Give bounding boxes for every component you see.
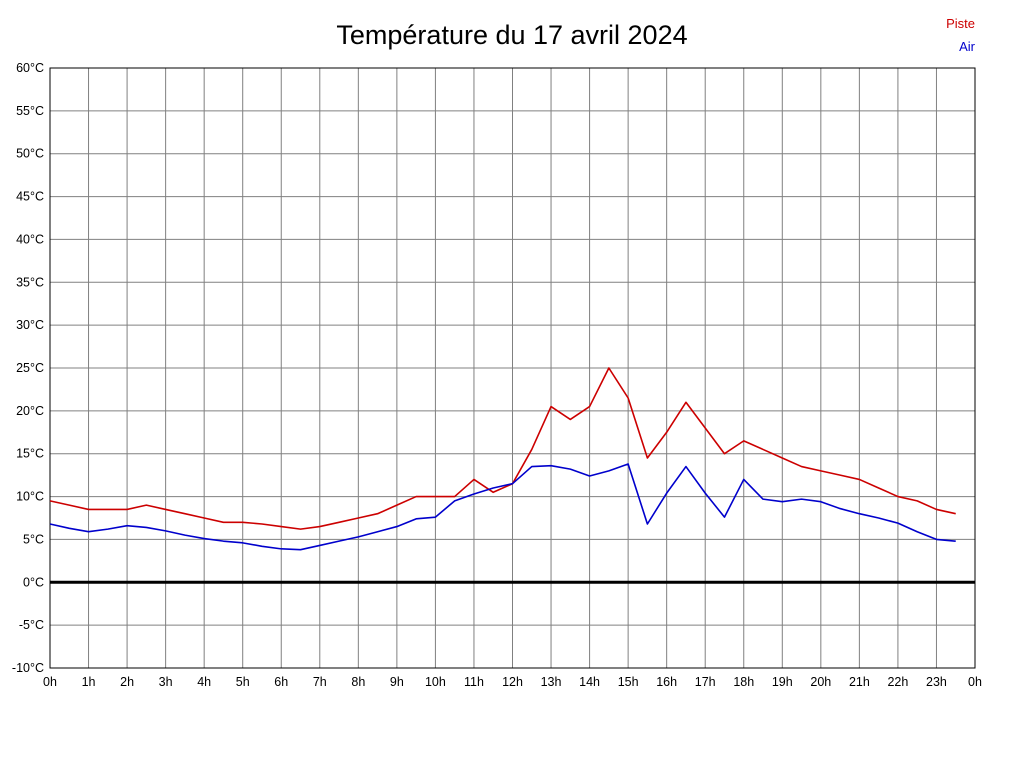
plot-border: [49, 67, 976, 669]
x-tick-label: 1h: [82, 675, 96, 689]
chart-title: Température du 17 avril 2024: [336, 20, 688, 50]
x-tick-label: 9h: [390, 675, 404, 689]
x-tick-label: 17h: [695, 675, 716, 689]
x-tick-label: 19h: [772, 675, 793, 689]
y-tick-label: 25°C: [16, 361, 44, 375]
x-tick-label: 15h: [618, 675, 639, 689]
chart-legend: Piste Air: [946, 12, 975, 58]
y-tick-label: -10°C: [12, 661, 44, 675]
y-tick-label: 55°C: [16, 104, 44, 118]
y-tick-label: 0°C: [23, 575, 44, 589]
x-tick-label: 22h: [887, 675, 908, 689]
x-tick-label: 3h: [159, 675, 173, 689]
x-tick-label: 13h: [541, 675, 562, 689]
x-tick-label: 0h: [43, 675, 57, 689]
x-tick-label: 2h: [120, 675, 134, 689]
x-tick-label: 7h: [313, 675, 327, 689]
series-piste-line: [49, 367, 956, 530]
x-tick-label: 16h: [656, 675, 677, 689]
y-tick-label: 60°C: [16, 61, 44, 75]
legend-item-air: Air: [959, 39, 975, 54]
x-tick-label: 20h: [810, 675, 831, 689]
y-tick-label: 20°C: [16, 404, 44, 418]
series-air-line: [49, 463, 956, 551]
y-tick-label: 30°C: [16, 318, 44, 332]
x-tick-label: 10h: [425, 675, 446, 689]
y-tick-label: 15°C: [16, 447, 44, 461]
legend-item-piste: Piste: [946, 16, 975, 31]
x-tick-label: 4h: [197, 675, 211, 689]
y-tick-label: 35°C: [16, 275, 44, 289]
x-tick-label: 21h: [849, 675, 870, 689]
y-tick-label: 45°C: [16, 190, 44, 204]
x-tick-label: 23h: [926, 675, 947, 689]
x-tick-label: 12h: [502, 675, 523, 689]
x-tick-label: 6h: [274, 675, 288, 689]
y-tick-label: 5°C: [23, 532, 44, 546]
x-tick-label: 11h: [464, 675, 484, 689]
x-tick-label: 8h: [351, 675, 365, 689]
y-tick-label: -5°C: [19, 618, 44, 632]
x-tick-label: 5h: [236, 675, 250, 689]
y-tick-label: 50°C: [16, 147, 44, 161]
x-tick-label: 0h: [968, 675, 982, 689]
x-tick-label: 18h: [733, 675, 754, 689]
x-tick-label: 14h: [579, 675, 600, 689]
y-tick-label: 40°C: [16, 232, 44, 246]
y-tick-label: 10°C: [16, 490, 44, 504]
